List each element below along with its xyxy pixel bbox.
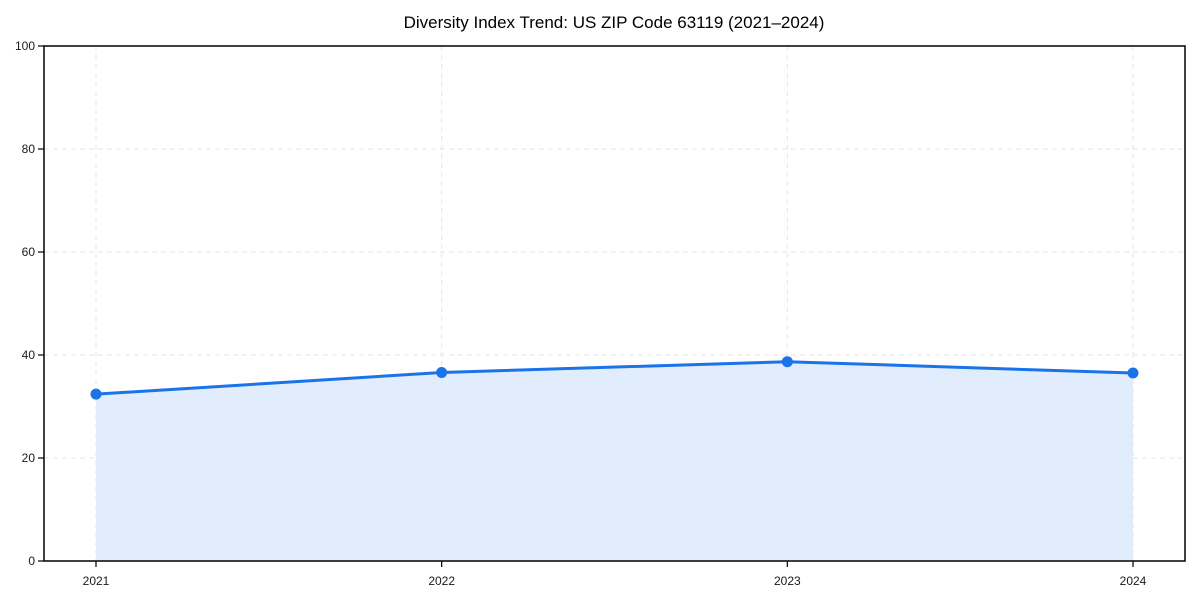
tick-label-layer: 0 20 40 60 80 100 2021 2022 2023 2024 bbox=[15, 39, 1147, 588]
y-tick-label: 20 bbox=[22, 451, 36, 465]
plot-border bbox=[43, 45, 1186, 562]
area-fill bbox=[96, 361, 1133, 561]
y-tick-label: 0 bbox=[28, 554, 35, 568]
data-point-2023 bbox=[781, 356, 793, 368]
y-tick-label: 80 bbox=[22, 142, 36, 156]
y-tick-label: 100 bbox=[15, 39, 35, 53]
gridline-layer bbox=[44, 46, 1185, 561]
data-point-2022 bbox=[436, 367, 448, 379]
x-tick-label: 2024 bbox=[1120, 574, 1147, 588]
trend-line-layer bbox=[94, 360, 1135, 396]
chart-title: Diversity Index Trend: US ZIP Code 63119… bbox=[404, 13, 825, 32]
y-tick-label: 40 bbox=[22, 348, 36, 362]
area-fill-layer bbox=[96, 361, 1133, 561]
x-tick-label: 2023 bbox=[774, 574, 801, 588]
data-point-2021 bbox=[90, 388, 102, 400]
tick-mark-layer bbox=[38, 45, 1134, 567]
y-tick-label: 60 bbox=[22, 245, 36, 259]
plot-background bbox=[44, 46, 1185, 561]
data-point-layer bbox=[90, 356, 1139, 400]
data-point-2024 bbox=[1127, 367, 1139, 379]
trend-line bbox=[94, 360, 1135, 396]
x-tick-label: 2021 bbox=[83, 574, 110, 588]
x-tick-label: 2022 bbox=[428, 574, 455, 588]
